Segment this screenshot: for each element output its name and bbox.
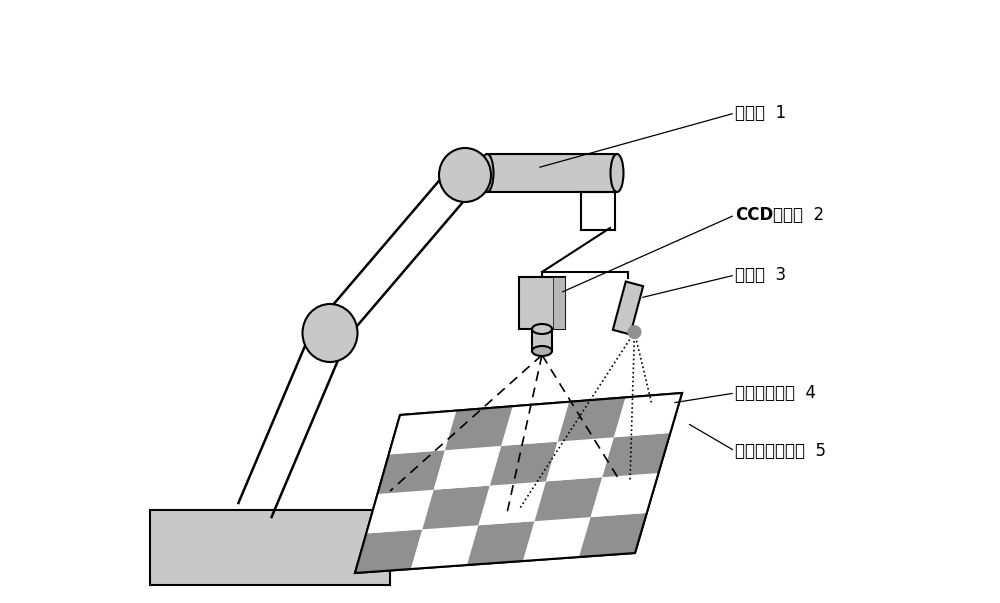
Text: 线结构光条纹  4: 线结构光条纹 4 <box>735 384 816 402</box>
Polygon shape <box>546 437 614 481</box>
Text: 摄像机  2: 摄像机 2 <box>773 206 824 224</box>
Polygon shape <box>467 521 535 565</box>
Polygon shape <box>366 490 434 534</box>
Ellipse shape <box>302 304 358 362</box>
Polygon shape <box>378 450 445 494</box>
Bar <box>150 510 390 585</box>
Bar <box>532 329 552 351</box>
Polygon shape <box>411 525 478 569</box>
Polygon shape <box>355 393 682 573</box>
Bar <box>519 277 565 329</box>
Text: 机器人  1: 机器人 1 <box>735 104 786 122</box>
Text: 平面棋盘格靶标  5: 平面棋盘格靶标 5 <box>735 442 826 460</box>
Polygon shape <box>422 485 490 529</box>
Ellipse shape <box>610 154 624 192</box>
Bar <box>553 277 565 329</box>
Text: CCD: CCD <box>735 206 773 224</box>
Ellipse shape <box>532 346 552 356</box>
Polygon shape <box>535 477 602 521</box>
Polygon shape <box>579 513 647 557</box>
Bar <box>487 154 617 192</box>
Polygon shape <box>445 406 513 450</box>
Text: 激光器  3: 激光器 3 <box>735 266 786 284</box>
Polygon shape <box>602 433 670 477</box>
Ellipse shape <box>532 324 552 334</box>
Polygon shape <box>389 411 456 455</box>
Polygon shape <box>614 393 682 437</box>
Polygon shape <box>478 481 546 525</box>
Bar <box>613 282 643 335</box>
Polygon shape <box>591 473 658 517</box>
Ellipse shape <box>628 326 640 338</box>
Polygon shape <box>558 397 626 441</box>
Polygon shape <box>355 529 422 573</box>
Polygon shape <box>434 446 501 490</box>
Ellipse shape <box>439 148 491 202</box>
Polygon shape <box>490 441 558 485</box>
Ellipse shape <box>480 154 494 192</box>
Polygon shape <box>501 402 569 446</box>
Polygon shape <box>523 517 591 561</box>
